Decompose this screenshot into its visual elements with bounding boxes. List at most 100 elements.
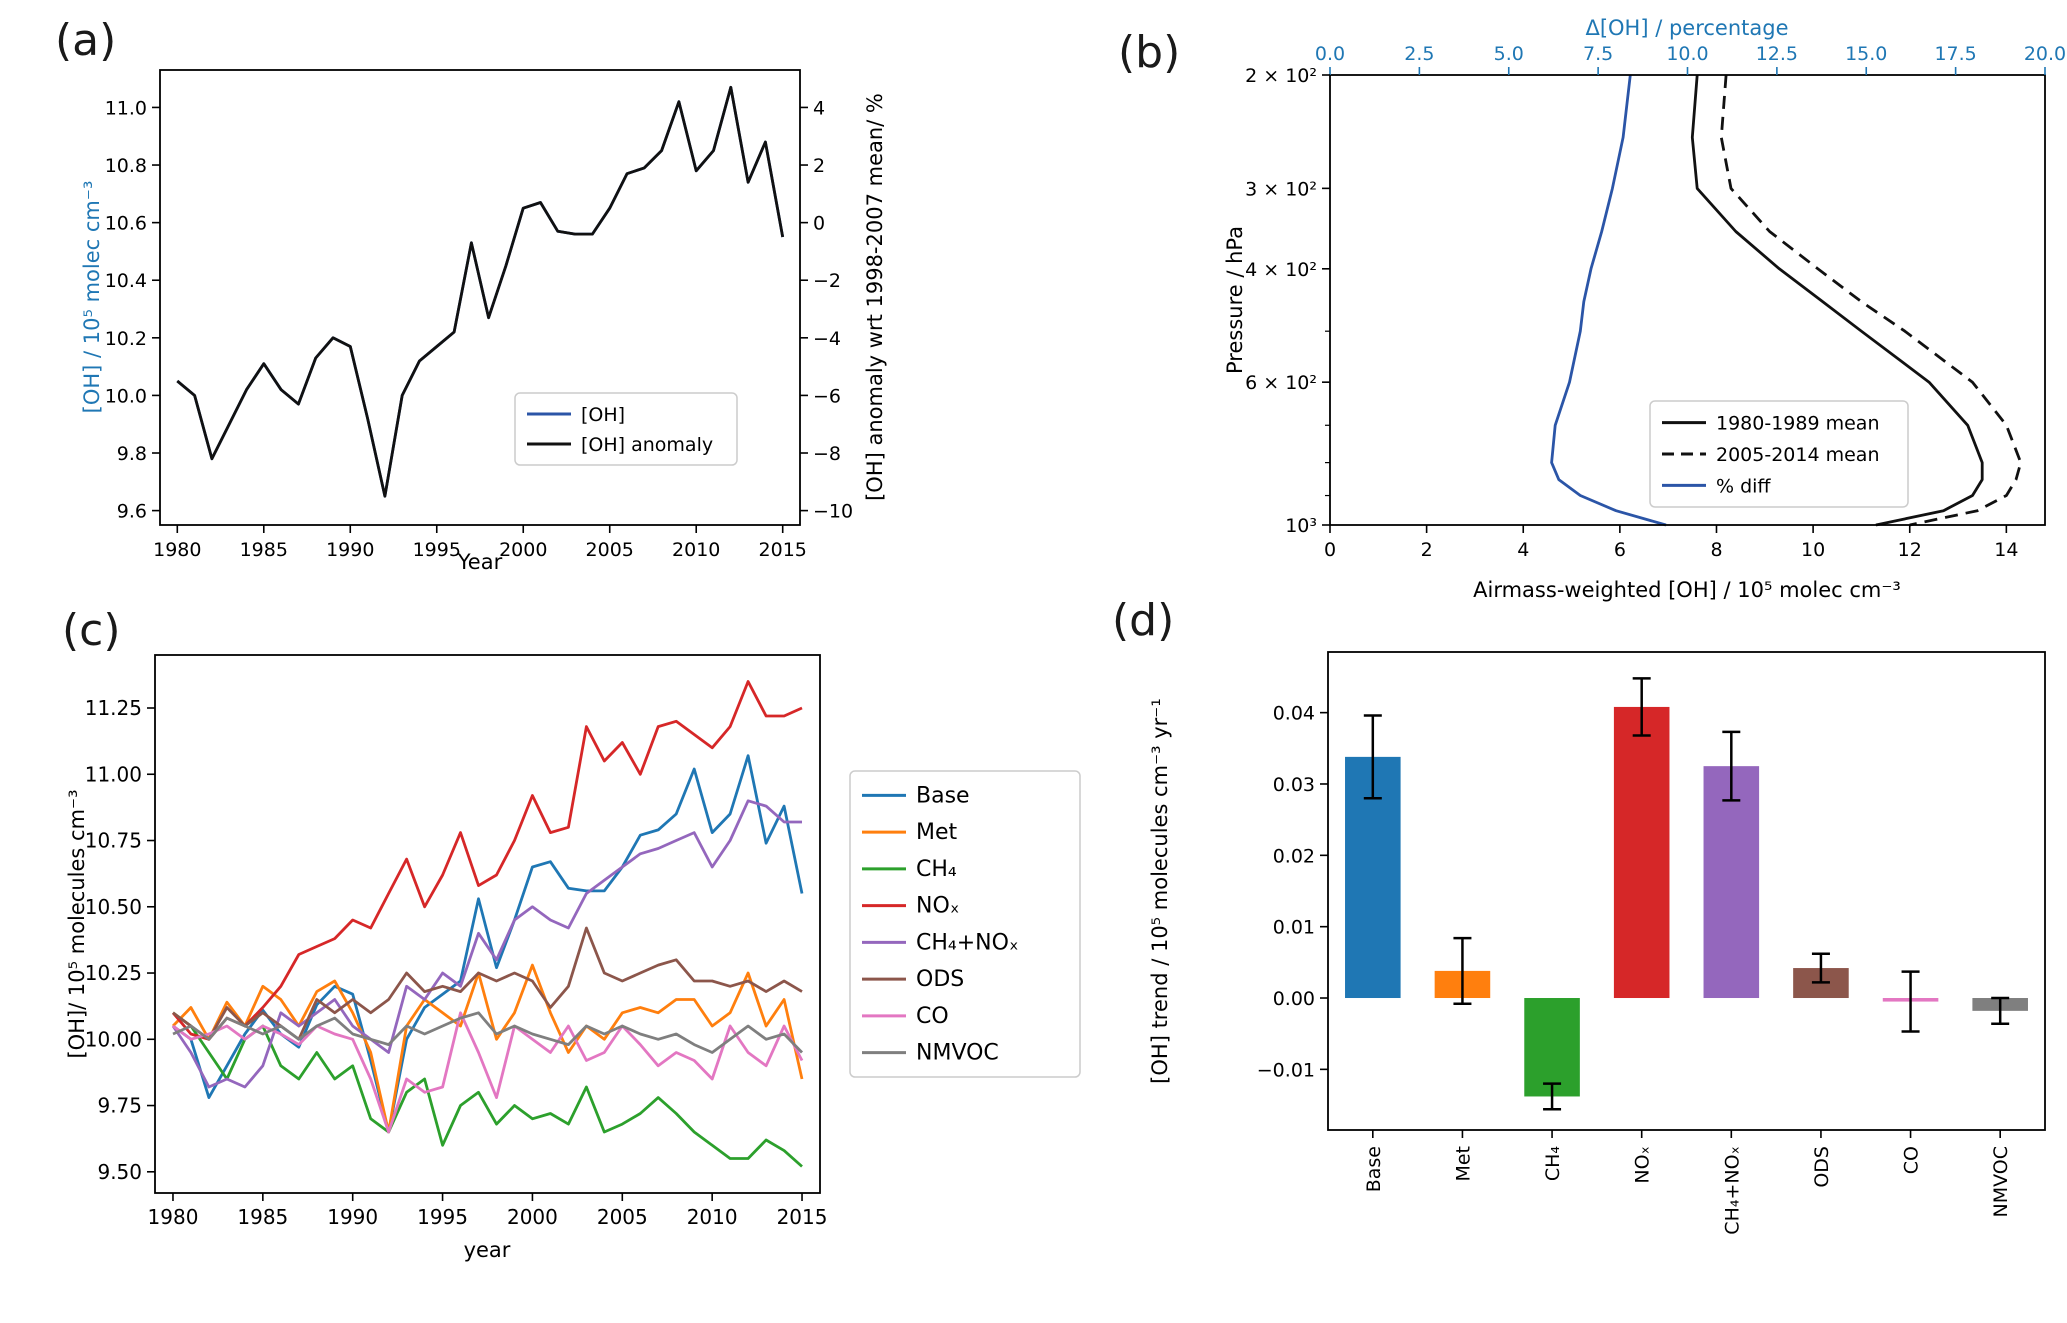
- panel-d-ylabel: [OH] trend / 10⁵ molecules cm⁻³ yr⁻¹: [1148, 698, 1172, 1084]
- panel-c-xlabel: year: [463, 1238, 511, 1262]
- panel-a-ylabel-right: [OH] anomaly wrt 1998-2007 mean/ %: [863, 93, 887, 501]
- svg-text:0: 0: [813, 213, 825, 235]
- svg-text:Met: Met: [916, 820, 958, 845]
- svg-text:10.2: 10.2: [105, 328, 147, 350]
- svg-text:2000: 2000: [507, 1205, 558, 1229]
- svg-text:14: 14: [1994, 539, 2018, 561]
- svg-text:% diff: % diff: [1716, 475, 1771, 497]
- svg-text:Base: Base: [1363, 1146, 1385, 1192]
- svg-text:1990: 1990: [327, 1205, 378, 1229]
- svg-text:10.8: 10.8: [105, 155, 147, 177]
- svg-text:0: 0: [1324, 539, 1336, 561]
- svg-text:2: 2: [1421, 539, 1433, 561]
- svg-text:5.0: 5.0: [1494, 43, 1524, 65]
- svg-text:10.4: 10.4: [105, 270, 147, 292]
- svg-text:1980-1989 mean: 1980-1989 mean: [1716, 413, 1880, 435]
- svg-text:CH₄+NOₓ: CH₄+NOₓ: [1721, 1146, 1743, 1235]
- svg-text:NMVOC: NMVOC: [916, 1041, 999, 1066]
- svg-text:12: 12: [1898, 539, 1922, 561]
- svg-text:2.5: 2.5: [1404, 43, 1434, 65]
- svg-text:10.6: 10.6: [105, 213, 147, 235]
- panel-b-ylabel: Pressure / hPa: [1223, 226, 1247, 374]
- svg-text:1990: 1990: [326, 539, 374, 561]
- legend-b: [1649, 400, 1909, 508]
- svg-text:10.0: 10.0: [1666, 43, 1708, 65]
- svg-text:NMVOC: NMVOC: [1990, 1146, 2012, 1218]
- panel-c-letter: (c): [62, 605, 121, 656]
- svg-text:−0.01: −0.01: [1257, 1059, 1315, 1081]
- svg-text:20.0: 20.0: [2024, 43, 2066, 65]
- panel-d: −0.01 0.00 0.01 0.02 0.03 0.04 Base Met CH₄ NOₓ CH…: [1100, 590, 2067, 1323]
- legend-a: [514, 392, 738, 466]
- chart-d-bar: −0.01 0.00 0.01 0.02 0.03 0.04 Base Met CH₄ NOₓ CH…: [1257, 651, 2046, 1235]
- svg-text:9.50: 9.50: [97, 1160, 142, 1184]
- svg-text:2010: 2010: [687, 1205, 738, 1229]
- svg-text:0.0: 0.0: [1315, 43, 1345, 65]
- svg-text:1980: 1980: [153, 539, 201, 561]
- svg-text:0.01: 0.01: [1273, 917, 1315, 939]
- svg-text:CO: CO: [1901, 1146, 1923, 1174]
- svg-text:11.25: 11.25: [85, 696, 142, 720]
- svg-text:1985: 1985: [240, 539, 288, 561]
- svg-text:2015: 2015: [777, 1205, 828, 1229]
- svg-text:10.0: 10.0: [105, 385, 147, 407]
- svg-text:0.03: 0.03: [1273, 774, 1315, 796]
- panel-d-letter: (d): [1112, 595, 1175, 646]
- panel-a: 1980 1985 1990 1995 2000 2005 2010 2015 9.6 9.8 10…: [30, 5, 930, 590]
- svg-text:15.0: 15.0: [1845, 43, 1887, 65]
- chart-c-multiline: 1980 1985 1990 1995 2000 2005 2010 2015 9.50 9.75…: [85, 654, 1081, 1229]
- svg-text:[OH]: [OH]: [581, 404, 625, 426]
- chart-a-timeseries: 1980 1985 1990 1995 2000 2005 2010 2015 9.6 9.8 10…: [105, 69, 853, 561]
- svg-text:7.5: 7.5: [1583, 43, 1613, 65]
- svg-text:CO: CO: [916, 1004, 949, 1029]
- svg-text:10.50: 10.50: [85, 895, 142, 919]
- svg-text:0.02: 0.02: [1273, 845, 1315, 867]
- svg-text:2015: 2015: [759, 539, 807, 561]
- panel-a-letter: (a): [55, 15, 117, 66]
- svg-text:9.6: 9.6: [117, 501, 147, 523]
- svg-text:4: 4: [813, 97, 825, 119]
- svg-text:9.75: 9.75: [97, 1094, 142, 1118]
- svg-text:9.8: 9.8: [117, 443, 147, 465]
- svg-text:2005: 2005: [586, 539, 634, 561]
- svg-text:1985: 1985: [237, 1205, 288, 1229]
- svg-text:−2: −2: [813, 270, 841, 292]
- svg-text:8: 8: [1710, 539, 1722, 561]
- svg-text:1980: 1980: [148, 1205, 199, 1229]
- panel-c-ylabel: [OH]/ 10⁵ molecules cm⁻³: [65, 789, 89, 1059]
- svg-text:−4: −4: [813, 328, 841, 350]
- svg-text:6 × 10²: 6 × 10²: [1245, 372, 1317, 394]
- svg-text:−6: −6: [813, 385, 841, 407]
- svg-text:2005-2014 mean: 2005-2014 mean: [1716, 444, 1880, 466]
- svg-text:−10: −10: [813, 501, 853, 523]
- svg-text:NOₓ: NOₓ: [916, 894, 960, 919]
- svg-text:CH₄+NOₓ: CH₄+NOₓ: [916, 930, 1019, 955]
- svg-text:10: 10: [1801, 539, 1825, 561]
- svg-text:11.00: 11.00: [85, 762, 142, 786]
- svg-text:Base: Base: [916, 783, 970, 808]
- svg-text:10³: 10³: [1285, 515, 1317, 537]
- svg-text:Met: Met: [1452, 1146, 1474, 1182]
- panel-a-xlabel: Year: [457, 550, 503, 574]
- svg-text:1995: 1995: [413, 539, 461, 561]
- svg-text:10.75: 10.75: [85, 829, 142, 853]
- panel-b-bottom-xlabel: Airmass-weighted [OH] / 10⁵ molec cm⁻³: [1473, 578, 1901, 602]
- svg-text:CH₄: CH₄: [916, 857, 957, 882]
- svg-text:NOₓ: NOₓ: [1632, 1146, 1654, 1184]
- svg-text:ODS: ODS: [1811, 1146, 1833, 1188]
- svg-text:10.00: 10.00: [85, 1027, 142, 1051]
- svg-text:ODS: ODS: [916, 967, 964, 992]
- panel-a-ylabel-left: [OH] / 10⁵ molec cm⁻³: [80, 180, 104, 414]
- panel-b-letter: (b): [1118, 27, 1181, 78]
- chart-b-vertical-profile: 0 2 4 6 8 10 12 14 0.0 2.5 5.0 7.5 10.0 12.5 15.0 17.5 2…: [1245, 43, 2066, 561]
- svg-text:4 × 10²: 4 × 10²: [1245, 259, 1317, 281]
- panel-b-top-xlabel: Δ[OH] / percentage: [1585, 16, 1789, 40]
- svg-text:2 × 10²: 2 × 10²: [1245, 65, 1317, 87]
- svg-text:6: 6: [1614, 539, 1626, 561]
- svg-text:2005: 2005: [597, 1205, 648, 1229]
- svg-text:11.0: 11.0: [105, 97, 147, 119]
- svg-text:2010: 2010: [672, 539, 720, 561]
- svg-text:12.5: 12.5: [1756, 43, 1798, 65]
- svg-text:1995: 1995: [417, 1205, 468, 1229]
